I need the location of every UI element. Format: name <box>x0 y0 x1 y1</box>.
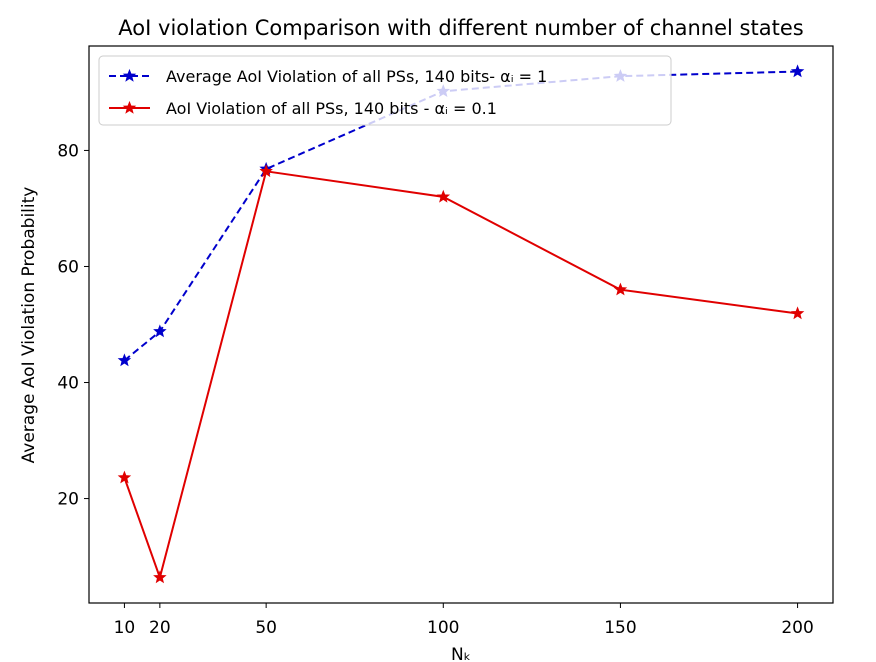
x-tick-label: 150 <box>604 618 636 638</box>
y-tick-label: 60 <box>57 257 79 277</box>
legend-label-2: AoI Violation of all PSs, 140 bits - αᵢ … <box>166 99 497 118</box>
series-2-point <box>153 570 167 584</box>
y-axis-label: Average AoI Violation Probability <box>19 187 39 464</box>
series-1-point <box>790 64 805 78</box>
series-1-point <box>153 324 167 338</box>
series-2-point <box>259 164 273 178</box>
series-2-point <box>613 282 628 296</box>
legend-marker-1 <box>122 68 137 82</box>
x-tick-label: 10 <box>114 618 136 638</box>
legend-label-1: Average AoI Violation of all PSs, 140 bi… <box>166 67 547 86</box>
legend-marker-2 <box>122 100 137 114</box>
x-tick-label: 200 <box>781 618 813 638</box>
plot-area <box>117 64 805 584</box>
x-axis-label: Nₖ <box>451 645 471 662</box>
legend: Average AoI Violation of all PSs, 140 bi… <box>98 55 672 126</box>
x-tick-label: 100 <box>427 618 459 638</box>
series-1-point <box>117 353 132 367</box>
chart-title: AoI violation Comparison with different … <box>118 16 803 40</box>
y-tick-label: 40 <box>57 374 79 394</box>
series-2-point <box>436 189 451 203</box>
series-line-2 <box>123 170 798 581</box>
y-tick-label: 20 <box>57 490 79 510</box>
y-tick-label: 80 <box>57 141 79 161</box>
legend-box <box>98 55 672 126</box>
x-tick-label: 50 <box>255 618 277 638</box>
plot-frame <box>88 45 834 604</box>
axis-ticks: 10 20 50 100 150 200 20 40 60 80 <box>57 141 813 638</box>
series-2-point <box>117 470 132 484</box>
x-tick-label: 20 <box>149 618 171 638</box>
series-2-point <box>790 306 805 320</box>
